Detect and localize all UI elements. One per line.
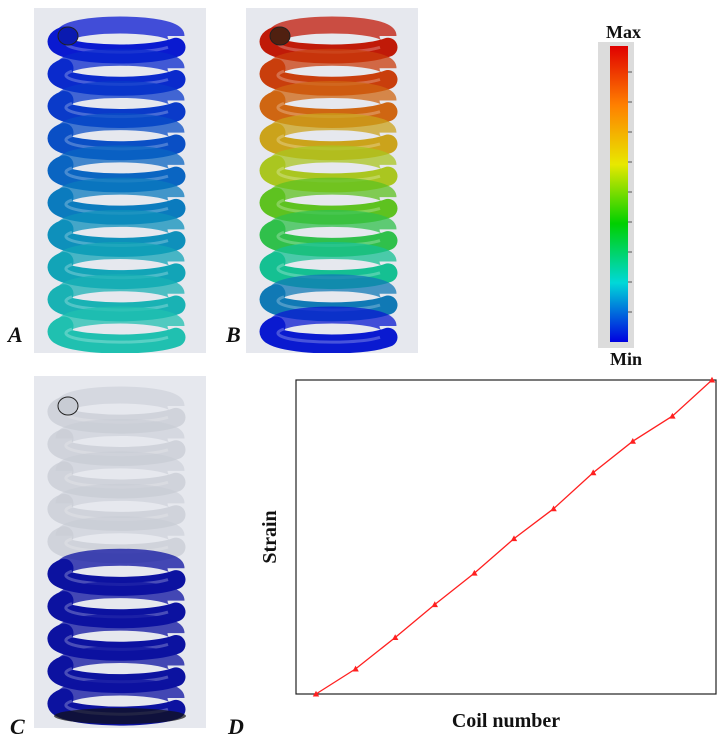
spring-b-image <box>246 8 418 353</box>
panel-letter-b: B <box>226 322 241 347</box>
spring-coil-highlight <box>276 327 381 344</box>
spring-c-image <box>34 376 206 728</box>
spring-coil-highlight <box>64 327 169 344</box>
data-point-6 <box>550 505 557 512</box>
panel-letter-a: A <box>8 322 23 347</box>
plot-frame <box>295 379 717 695</box>
spring-panel-b <box>246 8 418 353</box>
data-point-9 <box>669 412 676 419</box>
data-point-8 <box>629 438 636 444</box>
data-point-0 <box>312 690 320 697</box>
spring-panel-a <box>34 8 206 353</box>
spring-a-image <box>34 8 206 353</box>
strain-chart-svg: Coil number Strain <box>259 376 717 732</box>
x-axis-title: Coil number <box>452 710 560 732</box>
spring-end-cap <box>57 396 79 416</box>
panel-letter-d: D <box>228 714 244 739</box>
data-point-4 <box>471 569 478 576</box>
y-axis-title: Strain <box>259 510 281 563</box>
spring-coil-front <box>47 316 186 353</box>
spring-end-cap <box>57 26 79 46</box>
spring-shadow <box>54 708 186 724</box>
spring-coil-front <box>259 316 398 353</box>
data-point-1 <box>352 665 359 672</box>
data-point-7 <box>590 469 597 476</box>
data-point-5 <box>510 535 518 542</box>
data-point-10 <box>708 376 716 383</box>
spring-end-cap <box>269 26 291 46</box>
data-point-3 <box>431 601 438 608</box>
colorbar <box>598 42 634 348</box>
data-point-2 <box>392 634 399 641</box>
colorbar-image <box>598 42 634 348</box>
colorbar-min-label: Min <box>610 349 643 369</box>
panel-letter-c: C <box>10 714 25 739</box>
spring-panel-c <box>34 376 206 728</box>
strain-chart: Coil number Strain <box>250 372 724 740</box>
colorbar-max-label: Max <box>606 22 641 42</box>
